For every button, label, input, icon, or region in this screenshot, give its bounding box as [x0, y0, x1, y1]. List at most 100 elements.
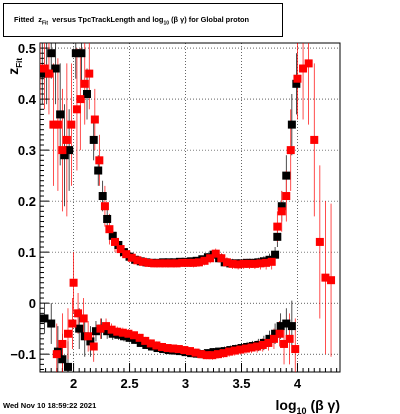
data-point-red — [217, 254, 226, 263]
data-point-black — [103, 214, 112, 223]
data-point-black — [60, 151, 69, 160]
data-point-black — [56, 110, 65, 119]
data-point-red — [95, 156, 104, 165]
data-point-red — [146, 339, 155, 348]
plot-frame — [39, 42, 341, 373]
data-point-red — [267, 257, 276, 266]
data-point-red — [293, 74, 302, 83]
data-point-black — [142, 340, 151, 349]
data-point-red — [62, 135, 71, 144]
data-point-black — [131, 335, 140, 344]
data-point-red — [133, 256, 142, 265]
data-point-red — [256, 259, 265, 268]
data-point-red — [163, 344, 172, 353]
data-point-red — [113, 327, 122, 336]
x-tick-label: 2 — [70, 376, 77, 391]
data-point-red — [85, 69, 94, 78]
data-point-red — [247, 343, 256, 352]
data-point-black — [71, 49, 80, 58]
data-point-black — [58, 355, 67, 364]
data-point-red — [262, 258, 271, 267]
data-point-red — [102, 322, 111, 331]
data-point-red — [44, 69, 53, 78]
data-point-red — [178, 258, 187, 267]
data-point-black — [273, 232, 282, 241]
data-point-black — [103, 327, 112, 336]
chart-title-box: Fitted zFit versus TpcTrackLength and lo… — [3, 3, 283, 37]
data-point-black — [108, 231, 117, 240]
data-point-red — [49, 120, 58, 129]
data-point-red — [200, 256, 209, 265]
data-point-red — [228, 259, 237, 268]
data-point-black — [83, 90, 92, 99]
data-point-red — [197, 350, 206, 359]
data-point-red — [89, 342, 98, 351]
data-point-red — [222, 258, 231, 267]
x-tick-label: 4 — [294, 376, 302, 391]
data-point-red — [144, 258, 153, 267]
data-point-red — [116, 245, 125, 254]
data-point-black — [277, 202, 286, 211]
data-point-red — [315, 237, 324, 246]
data-point-black — [77, 49, 86, 58]
y-tick-label: 0.4 — [18, 92, 37, 107]
data-point-red — [291, 345, 300, 354]
data-point-red — [253, 342, 262, 351]
data-point-red — [277, 207, 286, 216]
data-point-black — [98, 192, 107, 201]
x-axis-title: log10 (β γ) — [276, 397, 340, 414]
data-point-red — [90, 115, 99, 124]
data-point-red — [166, 259, 175, 268]
data-point-red — [239, 259, 248, 268]
data-point-red — [53, 120, 62, 129]
y-tick-label: 0.5 — [18, 41, 36, 56]
data-point-red — [52, 350, 61, 359]
data-point-red — [304, 59, 313, 68]
y-tick-label: 0 — [29, 296, 36, 311]
data-point-red — [122, 250, 131, 259]
data-point-red — [189, 258, 198, 267]
data-point-red — [280, 339, 289, 348]
data-point-red — [327, 276, 336, 285]
data-point-black — [89, 135, 98, 144]
data-point-red — [250, 259, 259, 268]
data-point-red — [183, 258, 192, 267]
data-point-red — [169, 344, 178, 353]
data-point-red — [234, 260, 243, 269]
data-point-red — [118, 328, 127, 337]
data-point-black — [292, 79, 301, 88]
data-point-red — [96, 324, 105, 333]
data-point-red — [150, 259, 159, 268]
data-point-red — [138, 257, 147, 266]
data-point-red — [211, 249, 220, 258]
data-point-red — [275, 329, 284, 338]
data-point-black — [86, 337, 95, 346]
data-point-red — [174, 345, 183, 354]
data-point-red — [74, 309, 83, 318]
data-point-black — [47, 49, 56, 58]
data-point-red — [161, 259, 170, 268]
data-point-red — [111, 237, 119, 246]
x-tick-label: 3 — [182, 376, 189, 391]
data-point-black — [94, 166, 103, 175]
data-point-red — [40, 64, 49, 73]
y-axis-title: zFit — [5, 58, 24, 75]
data-point-red — [206, 254, 215, 263]
data-point-red — [172, 259, 181, 268]
data-point-red — [225, 347, 234, 356]
data-point-red — [194, 258, 203, 267]
data-point-black — [65, 146, 74, 155]
data-point-red — [241, 344, 250, 353]
data-point-red — [141, 336, 150, 345]
data-point-red — [124, 329, 133, 338]
data-point-red — [72, 105, 81, 114]
data-point-red — [208, 351, 217, 360]
data-point-black — [287, 322, 296, 331]
x-tick-label: 3.5 — [232, 376, 250, 391]
data-point-red — [186, 347, 194, 356]
data-point-red — [152, 341, 161, 350]
data-point-red — [127, 253, 136, 262]
data-point-red — [286, 146, 295, 155]
x-tick-label: 2.5 — [121, 376, 139, 391]
data-point-black — [125, 333, 134, 342]
